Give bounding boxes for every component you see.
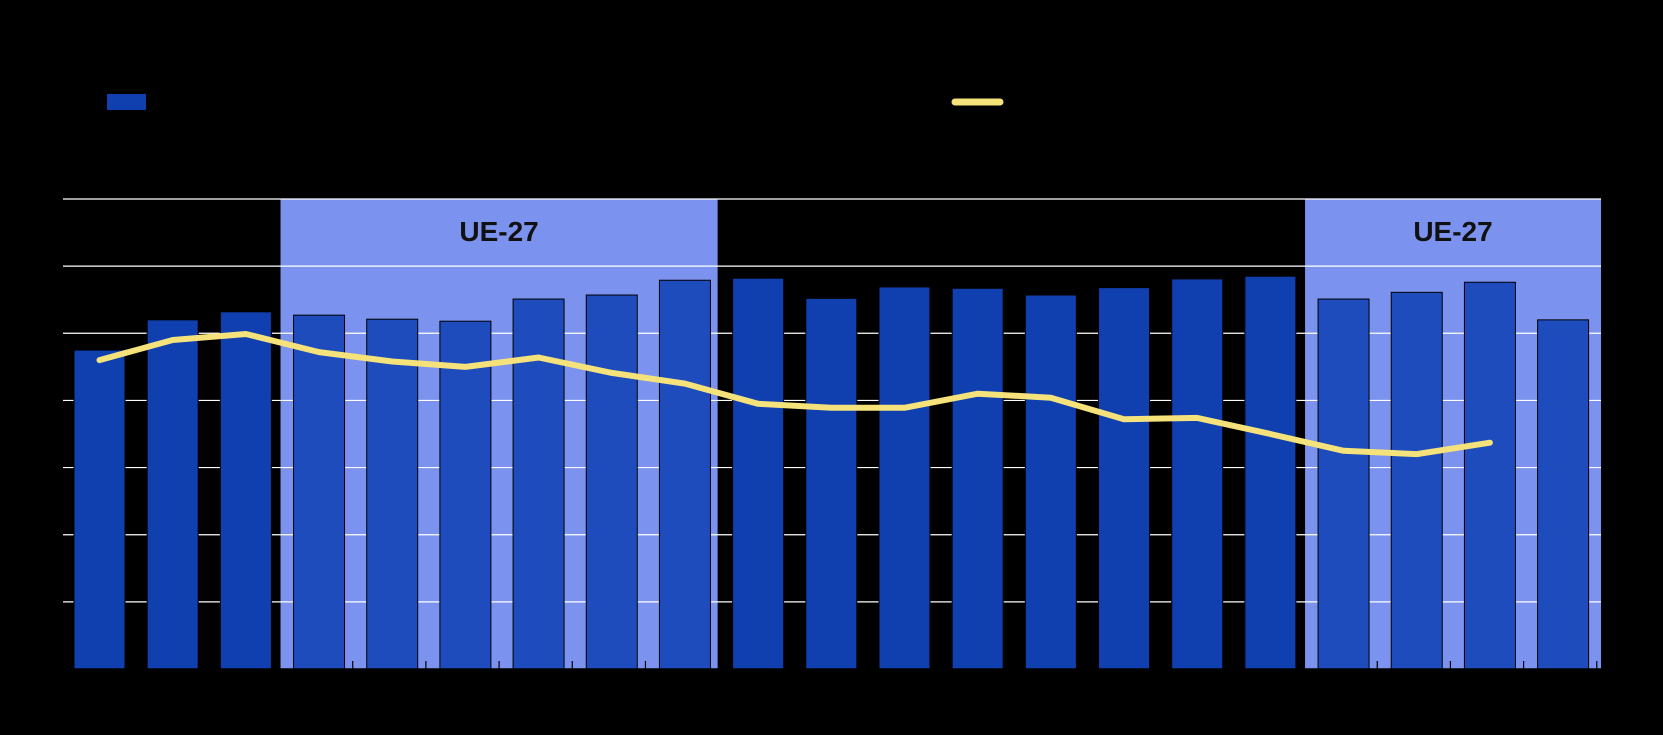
- bar: [1244, 275, 1297, 670]
- bar: [366, 318, 419, 670]
- bar: [951, 287, 1004, 670]
- bar: [878, 286, 931, 670]
- bar: [219, 311, 272, 670]
- region-label: UE-27: [459, 216, 538, 247]
- region-label: UE-27: [1413, 216, 1492, 247]
- bar: [73, 349, 126, 670]
- bar: [1390, 291, 1443, 670]
- legend-swatch-bar: [107, 94, 146, 110]
- line-series: [96, 331, 1493, 458]
- line-path: [96, 331, 1493, 458]
- bar: [732, 277, 785, 670]
- bar: [1463, 281, 1516, 670]
- bar: [1024, 294, 1077, 670]
- bar: [146, 319, 199, 670]
- bar: [805, 297, 858, 670]
- bar: [1317, 298, 1370, 670]
- highlight-region: [280, 199, 718, 669]
- bar-series: [73, 275, 1590, 670]
- bar: [658, 279, 711, 670]
- bar: [585, 294, 638, 670]
- bar: [439, 320, 492, 670]
- legend: [107, 94, 1004, 110]
- bar: [1098, 287, 1151, 670]
- x-axis: [63, 661, 1601, 670]
- bar: [1171, 278, 1224, 670]
- bar: [293, 314, 346, 670]
- bar: [1537, 319, 1590, 670]
